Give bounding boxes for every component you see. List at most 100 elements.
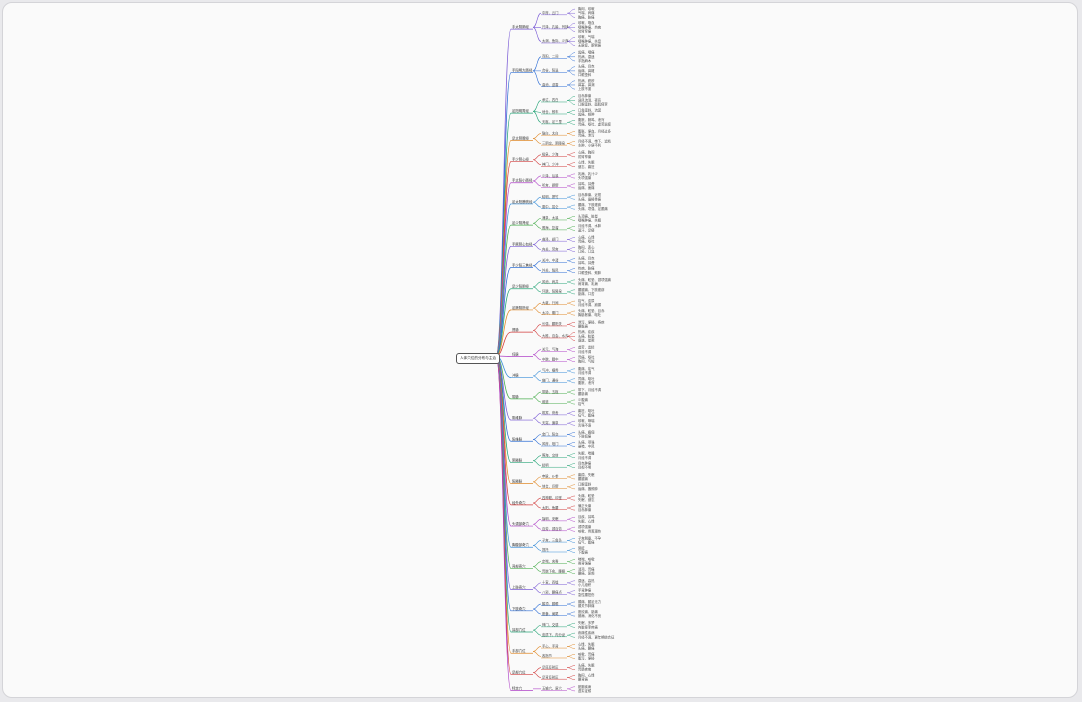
leaf-node[interactable]: 胃痛、呕吐 (578, 376, 595, 381)
leaf-node[interactable]: 泄泻、便秘、痔疾 (578, 319, 605, 324)
child-node[interactable]: 气冲、横骨 (542, 368, 559, 373)
leaf-node[interactable]: 脊背强痛 (578, 561, 592, 566)
leaf-node[interactable]: 胸闷、心悸 (578, 673, 595, 678)
branch-node[interactable]: 头颈部奇穴 (512, 521, 530, 526)
leaf-node[interactable]: 腹胀、便血、月经过多 (578, 129, 612, 134)
leaf-node[interactable]: 胸闷、咳嗽 (578, 6, 595, 11)
branch-node[interactable]: 足太阳膀胱经 (512, 199, 533, 204)
leaf-node[interactable]: 咽喉肿痛、失眠 (578, 217, 602, 222)
leaf-node[interactable]: 鼻塞、鼻渊 (578, 82, 595, 87)
child-node[interactable]: 中脘、膻中 (542, 356, 558, 361)
leaf-node[interactable]: 咳嗽、咯血 (578, 20, 595, 25)
leaf-node[interactable]: 目赤肿痛 (578, 461, 592, 466)
leaf-node[interactable]: 耳鸣、耳聋 (578, 181, 595, 186)
child-node[interactable]: 鹤顶、膝眼 (542, 601, 559, 606)
branch-node[interactable]: 阴维脉 (512, 415, 523, 420)
branch-node[interactable]: 带脉 (512, 394, 519, 399)
child-node[interactable]: 少泽、后溪 (542, 173, 559, 178)
leaf-node[interactable]: 心悸、失眠 (578, 641, 595, 646)
child-node[interactable]: 翳明、安眠 (542, 516, 559, 521)
leaf-node[interactable]: 脏腑疾病 (578, 684, 592, 689)
leaf-node[interactable]: 癫狂、呕吐 (578, 408, 595, 413)
root-node[interactable]: 人体穴位的分布与主治 (456, 353, 500, 364)
branch-node[interactable]: 督脉 (512, 327, 519, 332)
leaf-node[interactable]: 热病、昏迷 (578, 54, 595, 59)
child-node[interactable]: 十宣、四缝 (542, 580, 559, 585)
leaf-node[interactable]: 头痛、项强、足跟痛 (578, 206, 608, 211)
leaf-node[interactable]: 子宫脱垂、不孕 (578, 535, 602, 540)
child-node[interactable]: 皮质下、内分泌 (542, 632, 566, 637)
leaf-node[interactable]: 头痛、目赤 (578, 256, 595, 261)
child-node[interactable]: 太冲、期门 (542, 310, 558, 315)
leaf-node[interactable]: 舌强不语 (578, 422, 592, 427)
child-node[interactable]: 幽门、通谷 (542, 378, 559, 383)
leaf-node[interactable]: 暴喑、中风 (578, 443, 595, 448)
child-node[interactable]: 各指节 (542, 653, 553, 658)
child-node[interactable]: 四神聪、印堂 (542, 495, 562, 500)
leaf-node[interactable]: 咳嗽、胃痛 (578, 651, 595, 656)
branch-node[interactable]: 阳维脉 (512, 436, 523, 441)
branch-node[interactable]: 阴跷脉 (512, 457, 523, 462)
child-node[interactable]: 大敦、行间 (542, 300, 558, 305)
child-node[interactable]: 内关、劳宫 (542, 246, 559, 251)
leaf-node[interactable]: 心痛、心悸 (578, 234, 595, 239)
child-node[interactable]: 曲池、迎香 (542, 82, 559, 87)
leaf-node[interactable]: 哮喘、咳嗽 (578, 557, 595, 562)
child-node[interactable]: 维道 (542, 399, 549, 404)
child-node[interactable]: 委中、昆仑 (542, 204, 559, 209)
branch-node[interactable]: 耳部穴位 (512, 627, 526, 632)
child-node[interactable]: 三阴交、阴陵泉 (542, 140, 566, 145)
leaf-node[interactable]: 目赤肿痛 (578, 507, 592, 512)
branch-node[interactable]: 手阳明大肠经 (512, 68, 533, 73)
leaf-node[interactable]: 胃痛、泄泻 (578, 133, 595, 138)
leaf-node[interactable]: 小儿疳积 (578, 582, 592, 587)
leaf-node[interactable]: 腰胁痛 (578, 391, 589, 396)
child-node[interactable]: 关元、气海 (542, 347, 559, 352)
leaf-node[interactable]: 头痛、眩晕 (578, 493, 595, 498)
leaf-node[interactable]: 热病、疟疾 (578, 329, 595, 334)
branch-node[interactable]: 背部奇穴 (512, 563, 526, 568)
leaf-node[interactable]: 咳嗽、气喘 (578, 34, 595, 39)
leaf-node[interactable]: 口角歪斜、流涎 (578, 107, 602, 112)
branch-node[interactable]: 足厥阴肝经 (512, 305, 530, 310)
leaf-node[interactable]: 疝气 (578, 401, 585, 406)
leaf-node[interactable]: 下腹痛 (578, 549, 589, 554)
leaf-node[interactable]: 下肢痹痛 (578, 434, 592, 439)
leaf-node[interactable]: 胃痛、呕吐、虚劳羸瘦 (578, 121, 612, 126)
leaf-node[interactable]: 热病、胁痛 (578, 266, 595, 271)
leaf-node[interactable]: 胃肠疾病 (578, 667, 592, 672)
child-node[interactable]: 提托 (542, 547, 549, 552)
leaf-node[interactable]: 头痛、项强 (578, 439, 595, 444)
leaf-node[interactable]: 手指麻木 (578, 58, 592, 63)
branch-node[interactable]: 经外奇穴 (512, 500, 526, 505)
leaf-node[interactable]: 腰腿痛、下肢痿痹 (578, 287, 605, 292)
child-node[interactable]: 天枢、足三里 (542, 119, 562, 124)
branch-node[interactable]: 足太阴脾经 (512, 135, 530, 140)
leaf-node[interactable]: 腰痛、下肢痿痹 (578, 202, 602, 207)
child-node[interactable]: 足背反射区 (542, 674, 559, 679)
leaf-node[interactable]: 齿痛、咽痛 (578, 50, 595, 55)
leaf-node[interactable]: 咳嗽、哮喘 (578, 418, 595, 423)
child-node[interactable]: 太阳、鱼腰 (542, 505, 559, 510)
leaf-node[interactable]: 失眠、嗜睡 (578, 451, 595, 456)
child-node[interactable]: 百劳、颈百劳 (542, 526, 562, 531)
branch-node[interactable]: 上肢奇穴 (512, 585, 526, 590)
branch-node[interactable]: 足少阴肾经 (512, 220, 530, 225)
leaf-node[interactable]: 腰腿痛 (578, 476, 589, 481)
leaf-node[interactable]: 气喘、肩痛 (578, 10, 595, 15)
leaf-node[interactable]: 咽喉肿痛、热病 (578, 24, 602, 29)
leaf-node[interactable]: 腹泻、便秘 (578, 655, 595, 660)
leaf-node[interactable]: 胃痛、呕吐 (578, 355, 595, 360)
leaf-node[interactable]: 上肢不遂 (578, 86, 592, 91)
leaf-node[interactable]: 带下、月经不调 (578, 387, 602, 392)
leaf-node[interactable]: 头痛、失眠 (578, 663, 595, 668)
leaf-node[interactable]: 无脉症、腕臂痛 (578, 43, 602, 48)
leaf-node[interactable]: 胃痛、呕吐 (578, 239, 595, 244)
leaf-node[interactable]: 胸闷、恶心 (578, 244, 595, 249)
leaf-node[interactable]: 齿痛、唇颊肿 (578, 486, 598, 491)
leaf-node[interactable]: 昏迷、高热 (578, 578, 595, 583)
leaf-node[interactable]: 盗汗、足痿 (578, 227, 595, 232)
leaf-node[interactable]: 腰骶痛 (578, 323, 589, 328)
leaf-node[interactable]: 失眠、心悸 (578, 518, 595, 523)
branch-node[interactable]: 阳跷脉 (512, 479, 523, 484)
